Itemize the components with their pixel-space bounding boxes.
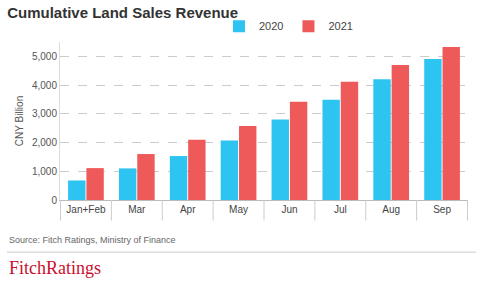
svg-text:Mar: Mar	[128, 204, 146, 215]
svg-text:Apr: Apr	[180, 204, 196, 215]
svg-text:CNY Billion: CNY Billion	[14, 96, 25, 146]
svg-text:3,000: 3,000	[32, 108, 57, 119]
svg-text:5,000: 5,000	[32, 51, 57, 62]
svg-text:FitchRatings: FitchRatings	[9, 258, 101, 278]
svg-text:Cumulative Land Sales Revenue: Cumulative Land Sales Revenue	[7, 4, 238, 21]
svg-text:Jun: Jun	[281, 204, 297, 215]
svg-text:0: 0	[51, 195, 57, 206]
svg-text:4,000: 4,000	[32, 80, 57, 91]
svg-text:2021: 2021	[328, 20, 352, 32]
svg-text:Sep: Sep	[433, 204, 451, 215]
svg-text:Jan+Feb: Jan+Feb	[66, 204, 106, 215]
svg-text:Jul: Jul	[334, 204, 347, 215]
svg-text:1,000: 1,000	[32, 166, 57, 177]
svg-text:Source: Fitch Ratings, Ministr: Source: Fitch Ratings, Ministry of Finan…	[9, 235, 176, 245]
svg-text:Aug: Aug	[382, 204, 400, 215]
svg-text:2,000: 2,000	[32, 137, 57, 148]
svg-text:2020: 2020	[259, 20, 283, 32]
svg-text:May: May	[229, 204, 248, 215]
